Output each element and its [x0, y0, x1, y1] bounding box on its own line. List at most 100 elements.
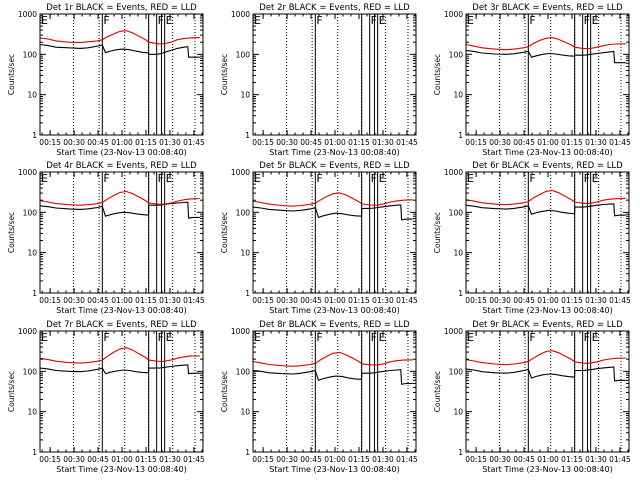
- y-axis-label: Counts/sec: [7, 371, 16, 412]
- marker-label: F: [371, 14, 377, 27]
- marker-label: E: [254, 172, 261, 185]
- series-events-line: [252, 204, 413, 221]
- x-tick-label: 01:45: [609, 296, 631, 305]
- marker-label: E: [166, 331, 173, 344]
- marker-label: F: [103, 172, 109, 185]
- chart-title: Det 9r BLACK = Events, RED = LLD: [472, 320, 623, 330]
- x-axis-label: Start Time (23-Nov-13 00:08:40): [482, 465, 612, 474]
- y-axis-label: Counts/sec: [220, 371, 229, 412]
- marker-label: F: [103, 331, 109, 344]
- marker-label: F: [158, 331, 164, 344]
- y-tick-label: 1000: [444, 10, 463, 19]
- series-lld-line: [39, 347, 200, 364]
- x-tick-label: 00:15: [39, 138, 61, 147]
- x-tick-label: 00:45: [300, 455, 322, 464]
- x-tick-label: 00:30: [276, 138, 298, 147]
- y-tick-label: 10: [240, 249, 250, 258]
- plot-frame: [465, 13, 630, 136]
- marker-label: E: [166, 172, 173, 185]
- y-tick-label: 100: [236, 208, 251, 217]
- x-tick-label: 01:15: [348, 296, 370, 305]
- x-tick-label: 01:45: [183, 138, 205, 147]
- marker-label: F: [529, 172, 535, 185]
- y-tick-label: 1: [458, 448, 463, 457]
- y-tick-label: 100: [449, 50, 464, 59]
- chart-title: Det 4r BLACK = Events, RED = LLD: [46, 161, 197, 171]
- marker-label: F: [529, 331, 535, 344]
- x-tick-label: 01:30: [159, 455, 181, 464]
- x-tick-label: 01:00: [324, 296, 346, 305]
- x-axis-label: Start Time (23-Nov-13 00:08:40): [269, 465, 399, 474]
- y-tick-label: 100: [23, 208, 38, 217]
- x-tick-label: 01:15: [561, 138, 583, 147]
- x-tick-label: 01:30: [159, 296, 181, 305]
- x-tick-label: 01:30: [372, 455, 394, 464]
- marker-label: E: [592, 172, 599, 185]
- det-6r-panel: Det 6r BLACK = Events, RED = LLD 1 10 100 10…: [433, 161, 631, 315]
- marker-label: E: [592, 14, 599, 27]
- x-axis-label: Start Time (23-Nov-13 00:08:40): [56, 148, 186, 157]
- y-tick-label: 10: [27, 408, 37, 417]
- marker-label: F: [584, 172, 590, 185]
- y-tick-label: 1: [245, 289, 250, 298]
- x-tick-label: 00:15: [39, 455, 61, 464]
- series-events-line: [465, 49, 626, 64]
- x-tick-label: 00:45: [87, 455, 109, 464]
- x-tick-label: 01:00: [537, 296, 559, 305]
- y-axis-label: Counts/sec: [7, 54, 16, 95]
- y-tick-label: 10: [453, 408, 463, 417]
- chart-title: Det 8r BLACK = Events, RED = LLD: [259, 320, 410, 330]
- y-tick-label: 10: [240, 91, 250, 100]
- y-tick-label: 10: [453, 249, 463, 258]
- y-tick-label: 1000: [231, 10, 250, 19]
- x-tick-label: 01:00: [111, 138, 133, 147]
- marker-label: F: [316, 331, 322, 344]
- y-tick-label: 100: [449, 367, 464, 376]
- x-tick-label: 00:45: [300, 296, 322, 305]
- y-tick-label: 100: [23, 50, 38, 59]
- x-tick-label: 00:45: [513, 455, 535, 464]
- y-tick-label: 1000: [444, 168, 463, 177]
- x-tick-label: 01:15: [135, 455, 157, 464]
- series-events-line: [252, 369, 413, 385]
- x-tick-label: 01:45: [396, 455, 418, 464]
- det-8r-panel: Det 8r BLACK = Events, RED = LLD 1 10 100 10…: [220, 320, 418, 474]
- x-tick-label: 01:45: [183, 296, 205, 305]
- series-lld-line: [39, 190, 200, 206]
- marker-label: F: [103, 14, 109, 27]
- x-tick-label: 01:15: [135, 138, 157, 147]
- x-tick-label: 00:45: [87, 138, 109, 147]
- y-axis-label: Counts/sec: [220, 54, 229, 95]
- y-tick-label: 1: [32, 131, 37, 140]
- series-events-line: [39, 364, 200, 375]
- marker-label: F: [371, 331, 377, 344]
- marker-label: E: [41, 14, 48, 27]
- x-tick-label: 00:30: [63, 455, 85, 464]
- x-tick-label: 01:30: [585, 296, 607, 305]
- y-tick-label: 100: [449, 208, 464, 217]
- x-tick-label: 01:45: [609, 138, 631, 147]
- x-axis-label: Start Time (23-Nov-13 00:08:40): [482, 148, 612, 157]
- chart-title: Det 1r BLACK = Events, RED = LLD: [46, 3, 197, 13]
- det-3r-panel: Det 3r BLACK = Events, RED = LLD 1 10 100 10…: [433, 3, 631, 157]
- x-tick-label: 00:30: [63, 138, 85, 147]
- x-tick-label: 01:30: [159, 138, 181, 147]
- x-tick-label: 00:30: [276, 296, 298, 305]
- plot-frame: [252, 171, 417, 294]
- x-tick-label: 00:15: [465, 455, 487, 464]
- x-tick-label: 00:30: [489, 296, 511, 305]
- x-tick-label: 01:45: [396, 138, 418, 147]
- x-tick-label: 00:30: [489, 455, 511, 464]
- y-axis-label: Counts/sec: [433, 54, 442, 95]
- x-tick-label: 00:45: [87, 296, 109, 305]
- y-tick-label: 1: [458, 131, 463, 140]
- y-tick-label: 1: [32, 289, 37, 298]
- x-tick-label: 01:30: [585, 455, 607, 464]
- marker-label: E: [254, 331, 261, 344]
- plot-frame: [252, 330, 417, 453]
- y-tick-label: 100: [23, 367, 38, 376]
- y-tick-label: 1: [32, 448, 37, 457]
- x-tick-label: 00:15: [252, 296, 274, 305]
- y-tick-label: 1000: [18, 327, 37, 336]
